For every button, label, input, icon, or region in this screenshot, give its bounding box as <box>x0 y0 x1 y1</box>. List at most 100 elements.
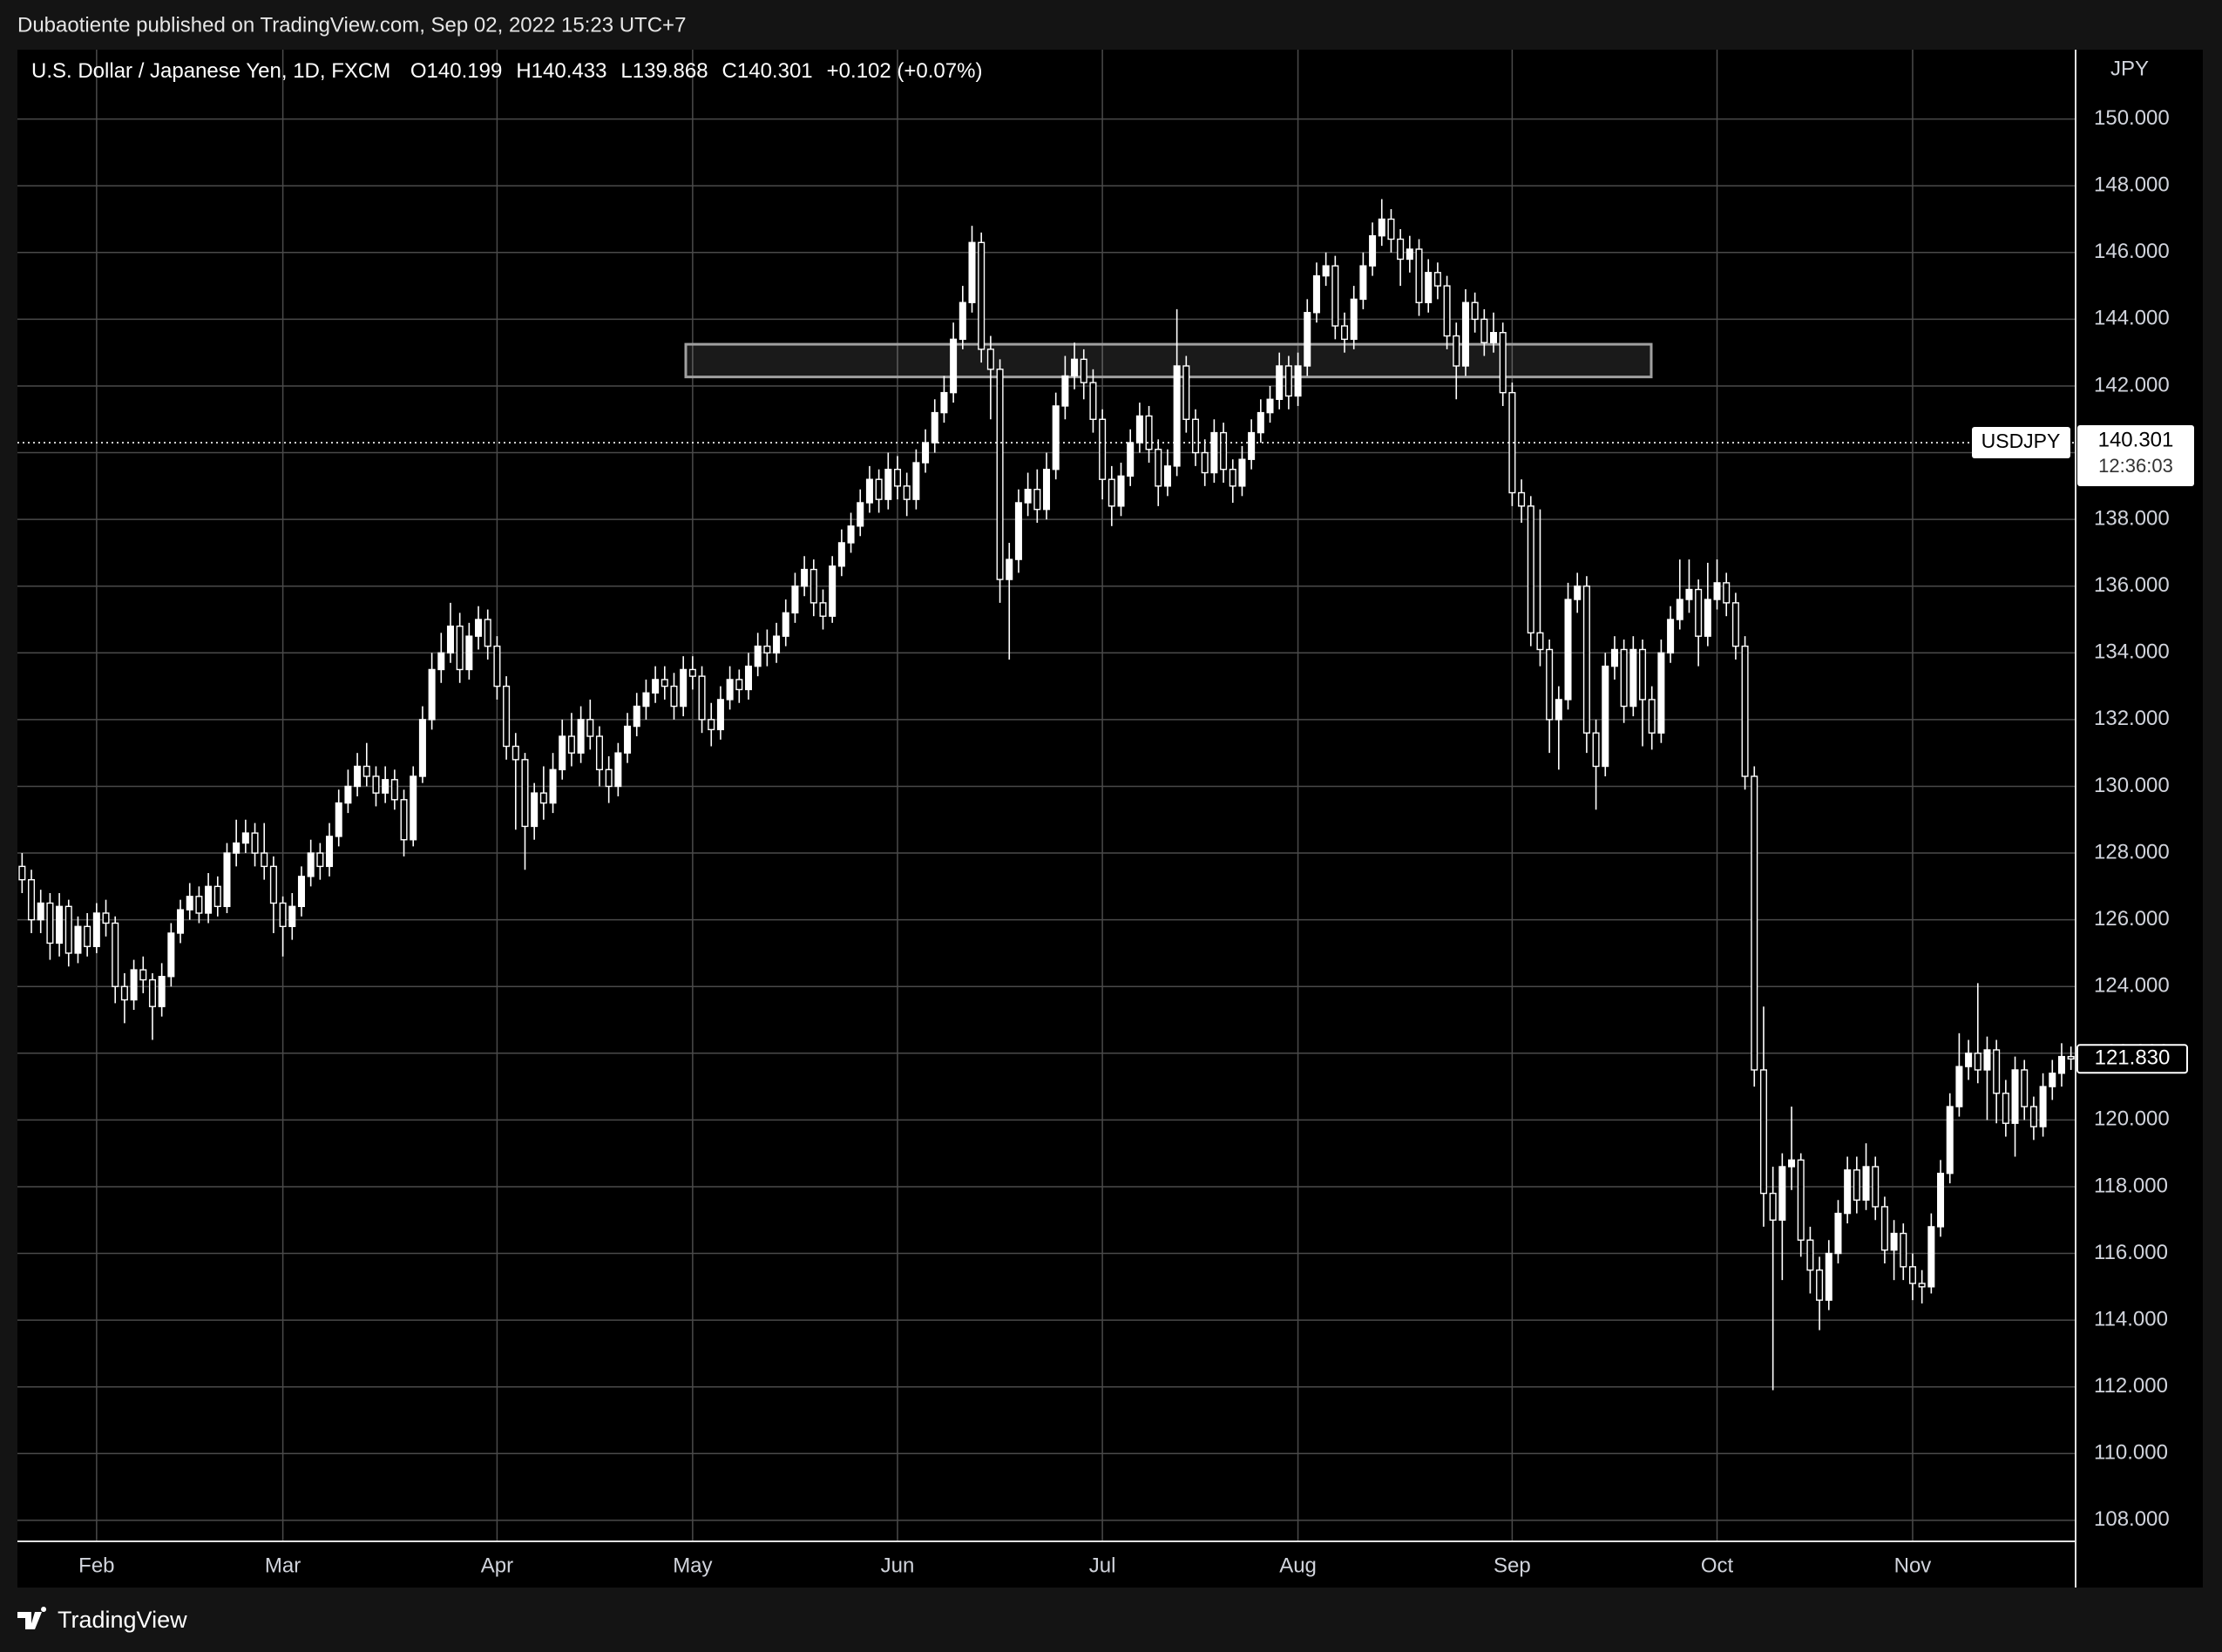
candle-body <box>148 978 156 1007</box>
candle-body <box>940 391 948 414</box>
candle-body <box>903 485 911 500</box>
candle-body <box>2021 1069 2029 1107</box>
ohlc-value: 140.433 <box>531 59 607 83</box>
candle-body <box>744 665 753 691</box>
symbol-tag <box>1972 427 2070 459</box>
y-tick-label: 142.000 <box>2094 373 2170 396</box>
candle-body <box>1266 398 1274 414</box>
candle-body <box>893 469 902 487</box>
candle-body <box>1135 415 1143 443</box>
candle-body <box>1574 586 1582 600</box>
candle-body <box>1322 265 1330 277</box>
candle-body <box>139 969 147 981</box>
y-tick-label: 138.000 <box>2094 506 2170 530</box>
candle-body <box>837 542 845 567</box>
candle-body <box>1825 1252 1832 1301</box>
time-axis-background <box>17 1541 2076 1588</box>
candle-body <box>167 932 175 978</box>
y-tick-label: 110.000 <box>2094 1441 2168 1465</box>
candle-body <box>1014 502 1022 560</box>
candle-body <box>2011 1069 2019 1124</box>
candle-body <box>912 462 920 500</box>
candle-body <box>372 775 380 794</box>
candle-body <box>297 876 305 908</box>
ohlc-label: O <box>410 59 427 83</box>
candle-body <box>1499 332 1507 394</box>
candle-body <box>1042 469 1051 511</box>
candle-body <box>261 852 268 868</box>
candle-body <box>1415 248 1423 303</box>
candle-body <box>120 985 128 1001</box>
candle-body <box>1862 1166 1870 1201</box>
candle-body <box>1667 619 1675 654</box>
last-price-tag <box>2076 1044 2188 1074</box>
candle-body <box>1797 1159 1805 1241</box>
candle-body <box>810 568 817 604</box>
x-tick-label: Jun <box>881 1554 915 1577</box>
candle-body <box>950 338 958 394</box>
candle-body <box>763 645 771 654</box>
candle-body <box>1778 1166 1786 1221</box>
candle-body <box>428 668 436 721</box>
candle-body <box>1695 588 1703 637</box>
candle-body <box>567 735 575 754</box>
candle-body <box>418 719 426 777</box>
candle-body <box>577 719 585 754</box>
candle-body <box>186 896 193 911</box>
x-tick-label: Feb <box>78 1554 114 1577</box>
candle-body <box>1927 1226 1935 1288</box>
candle-body <box>1704 599 1711 637</box>
y-tick-label: 128.000 <box>2094 840 2170 863</box>
candle-body <box>1378 218 1385 237</box>
candle-body <box>1471 301 1479 321</box>
candle-body <box>84 925 91 947</box>
candle-body <box>46 902 54 944</box>
candle-body <box>1052 405 1060 471</box>
candle-body <box>1201 451 1209 474</box>
candle-body <box>1284 365 1292 397</box>
candle-body <box>726 679 734 701</box>
candle-body <box>773 635 781 654</box>
price-zone <box>684 342 1653 379</box>
candle-body <box>1508 391 1516 494</box>
candle-body <box>1983 1049 1991 1071</box>
candle-body <box>456 625 464 671</box>
candle-body <box>2002 1093 2009 1124</box>
candle-body <box>1490 332 1498 343</box>
candle-body <box>1071 358 1079 377</box>
candle-body <box>1518 491 1526 507</box>
candle-body <box>1350 298 1358 341</box>
candle-body <box>251 832 259 854</box>
candle-body <box>1610 648 1618 667</box>
candle-body <box>1163 465 1171 487</box>
candle-body <box>1582 586 1590 734</box>
y-tick-label: 112.000 <box>2094 1374 2168 1398</box>
candle-body <box>1173 365 1181 467</box>
candle-body <box>223 852 231 908</box>
y-tick-label: 118.000 <box>2094 1174 2168 1197</box>
candle-body <box>978 241 986 350</box>
x-tick-label: Nov <box>1894 1554 1932 1577</box>
candle-body <box>531 792 539 828</box>
candle-body <box>735 679 743 691</box>
candle-body <box>716 699 724 731</box>
candle-body <box>661 679 668 687</box>
ohlc-label: L <box>620 59 633 83</box>
candle-body <box>354 765 362 788</box>
candle-body <box>698 675 706 721</box>
candle-body <box>1937 1172 1945 1228</box>
price-tag-countdown: 12:36:03 <box>2098 455 2173 477</box>
candle-body <box>1908 1266 1916 1284</box>
symbol-name: U.S. Dollar / Japanese Yen, 1D, FXCM <box>31 59 391 83</box>
candle-body <box>307 852 315 877</box>
candle-body <box>1182 365 1190 420</box>
candle-body <box>624 725 632 754</box>
candle-body <box>400 799 408 841</box>
candle-body <box>2057 1055 2065 1074</box>
y-tick-label: 136.000 <box>2094 573 2170 597</box>
candle-body <box>437 652 445 671</box>
candle-body <box>633 705 640 728</box>
price-axis-background <box>2076 50 2203 1588</box>
price-tag <box>2077 425 2194 487</box>
